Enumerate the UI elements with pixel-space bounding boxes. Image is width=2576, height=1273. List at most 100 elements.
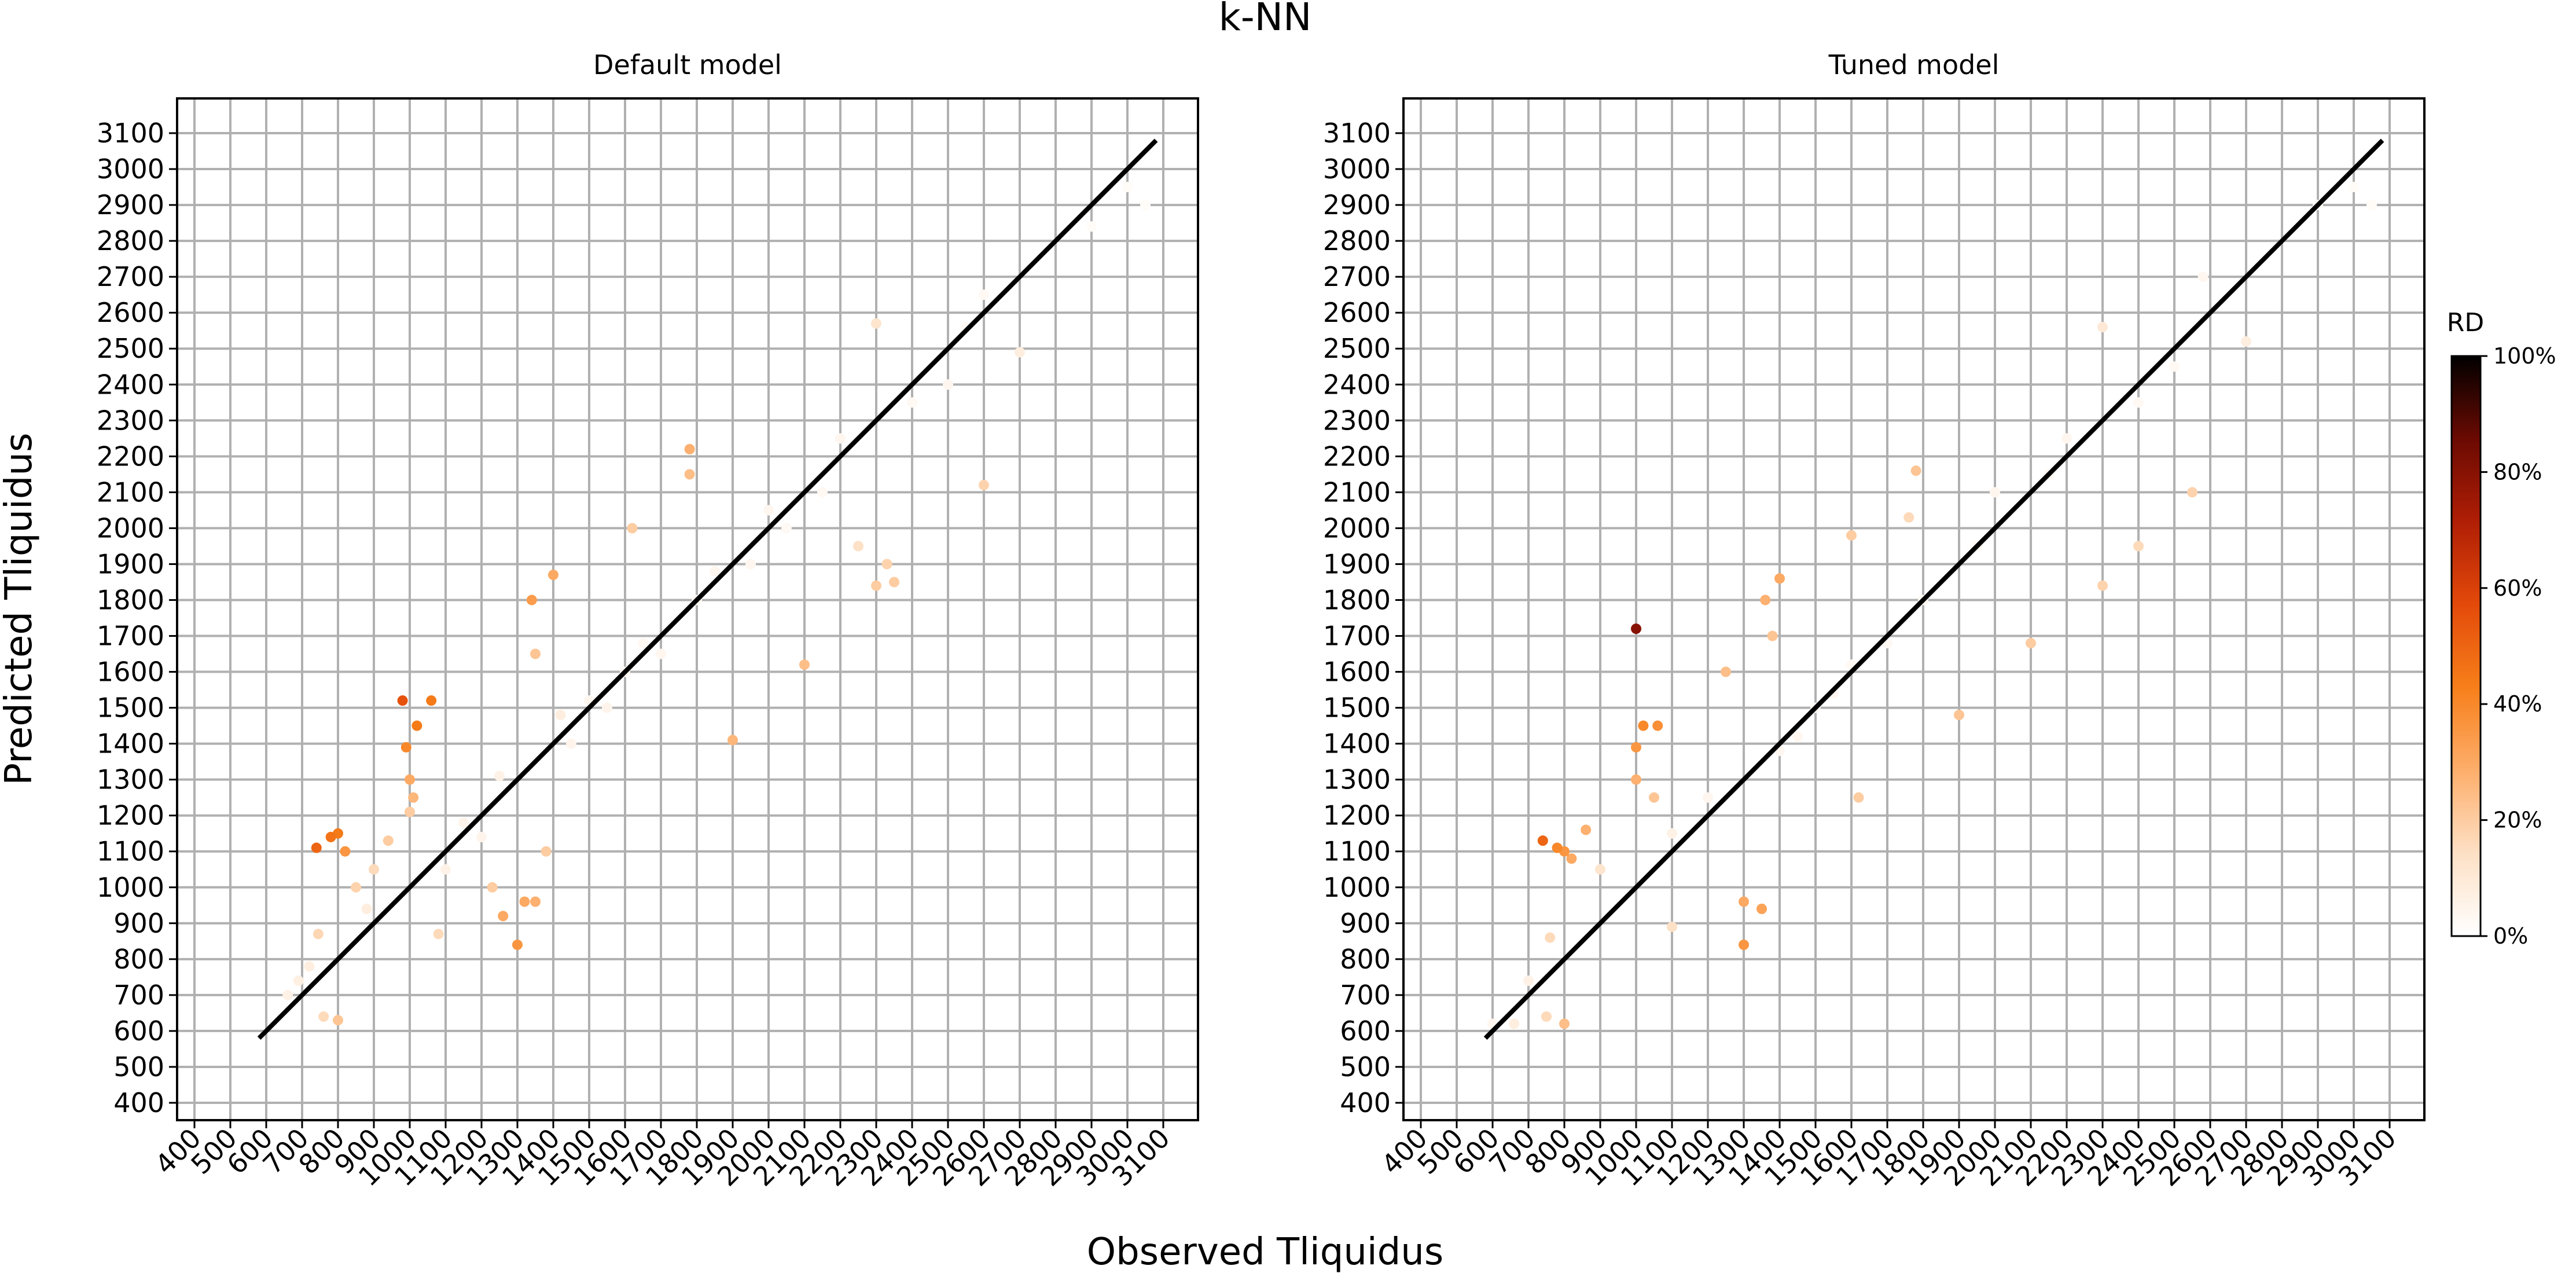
y-tick-label: 1500 (97, 692, 164, 724)
y-tick-label: 400 (113, 1087, 164, 1118)
axes-frame-tuned (1402, 97, 2426, 1121)
scatter-point (1545, 932, 1556, 943)
reference-line-default (257, 138, 1158, 1040)
y-tick-label: 1100 (97, 836, 164, 867)
y-ticks-tuned: 400 500 600 700 800 900 1000 1100 1200 1300 1400 15… (1323, 118, 1403, 1118)
scatter-point (1631, 774, 1641, 785)
y-tick-label: 2300 (1323, 405, 1391, 436)
scatter-point (2366, 200, 2377, 211)
scatter-point (1760, 595, 1771, 606)
scatter-point (1559, 1018, 1570, 1029)
scatter-point (304, 961, 315, 972)
colorbar-ticks: 0% 20% 40% 60% 80% 100% (2481, 343, 2556, 949)
scatter-point (405, 806, 415, 817)
scatter-point (487, 882, 498, 893)
scatter-point (1767, 630, 1778, 641)
scatter-point (333, 1015, 343, 1026)
scatter-point (799, 659, 810, 670)
y-tick-label: 2900 (97, 189, 164, 221)
y-tick-label: 3100 (97, 118, 164, 149)
scatter-point (476, 831, 487, 842)
y-tick-label: 500 (113, 1051, 164, 1083)
x-ticks-tuned: 4005006007008009001000110012001300140015… (1376, 1120, 2402, 1193)
scatter-point (361, 904, 372, 914)
scatter-point (351, 882, 361, 893)
scatter-point (397, 695, 408, 706)
x-ticks-default: 4005006007008009001000110012001300140015… (149, 1120, 1176, 1193)
y-tick-label: 1200 (1323, 800, 1391, 831)
scatter-point (1537, 835, 1548, 846)
y-tick-label: 2500 (97, 333, 164, 364)
y-tick-label: 800 (113, 944, 164, 975)
grid-tuned (1403, 98, 2424, 1120)
y-tick-label: 1700 (97, 621, 164, 652)
colorbar-tick-label: 0% (2493, 923, 2528, 949)
y-axis-label: Predicted Tliquidus (0, 433, 41, 786)
colorbar-tick-label: 40% (2493, 691, 2542, 717)
scatter-point (745, 559, 756, 570)
y-tick-label: 2500 (1323, 333, 1391, 364)
scatter-point (530, 896, 541, 907)
scatter-point (817, 487, 828, 498)
y-tick-label: 1500 (1323, 692, 1391, 724)
panel-tuned-model: Tuned model 400 500 600 700 800 900 1000 1100 12… (1323, 49, 2426, 1193)
scatter-point (369, 864, 379, 875)
scatter-point (566, 738, 576, 749)
scatter-point (512, 940, 523, 951)
scatter-point (1756, 904, 1767, 914)
scatter-point (1846, 530, 1857, 541)
scatter-point (1638, 720, 1649, 731)
reference-line-tuned (1483, 138, 2384, 1040)
scatter-point (1086, 221, 1097, 232)
y-tick-label: 2800 (97, 225, 164, 256)
scatter-point (1954, 710, 1964, 720)
colorbar-tick-label: 20% (2493, 808, 2542, 833)
y-tick-label: 1200 (97, 800, 164, 831)
panel-title-tuned: Tuned model (1828, 49, 2000, 80)
scatter-point (313, 929, 324, 940)
scatter-point (1649, 792, 1659, 803)
scatter-point (1631, 623, 1641, 634)
y-tick-label: 1300 (1323, 764, 1391, 795)
scatter-point (411, 720, 422, 731)
y-tick-label: 2300 (97, 405, 164, 436)
scatter-point (2026, 637, 2036, 648)
y-tick-label: 1600 (1323, 656, 1391, 688)
scatter-point (1595, 864, 1605, 875)
scatter-point (727, 735, 738, 746)
y-ticks-default: 400 500 600 700 800 900 1000 1100 1200 1300 1400 15… (97, 118, 177, 1118)
scatter-point (541, 846, 552, 857)
scatter-point (881, 559, 892, 570)
scatter-point (1631, 742, 1641, 753)
scatter-point (627, 523, 638, 534)
scatter-point (979, 479, 989, 490)
panel-title-default: Default model (593, 49, 782, 80)
scatter-point (318, 1011, 329, 1022)
y-tick-label: 400 (1340, 1087, 1391, 1118)
scatter-point (1703, 792, 1713, 803)
scatter-point (433, 929, 444, 940)
y-tick-label: 1400 (97, 728, 164, 760)
scatter-point (426, 695, 437, 706)
scatter-point (2097, 322, 2108, 332)
scatter-point (979, 289, 989, 300)
y-tick-label: 2200 (1323, 441, 1391, 472)
scatter-point (1122, 182, 1133, 193)
y-tick-label: 1300 (97, 764, 164, 795)
y-tick-label: 2800 (1323, 225, 1391, 256)
y-tick-label: 3100 (1323, 118, 1391, 149)
y-tick-label: 3000 (97, 153, 164, 185)
scatter-point (1015, 347, 1025, 358)
scatter-point (1541, 1011, 1552, 1022)
scatter-point (1774, 573, 1785, 584)
scatter-point (440, 864, 451, 875)
y-tick-label: 2400 (97, 369, 164, 400)
scatter-point (548, 570, 558, 581)
points-default (282, 182, 1151, 1026)
y-tick-label: 1100 (1323, 836, 1391, 867)
y-tick-label: 1900 (1323, 548, 1391, 579)
y-tick-label: 1600 (97, 656, 164, 688)
scatter-point (1910, 465, 1921, 476)
scatter-point (763, 505, 774, 516)
